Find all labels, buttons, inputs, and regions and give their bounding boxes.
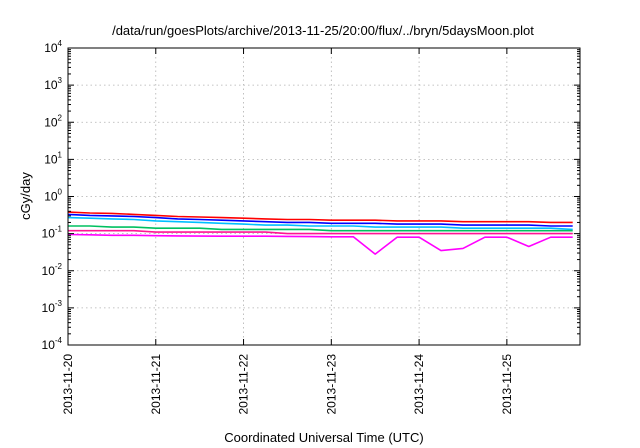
series-line-1 [67, 211, 573, 224]
y-tick-label: 104 [44, 39, 62, 55]
y-tick-label: 10-2 [42, 262, 63, 278]
series-line-3 [67, 216, 573, 231]
series-line-2 [67, 213, 573, 227]
x-tick-label: 2013-11-20 [61, 354, 75, 415]
y-tick-label: 10-1 [42, 225, 63, 241]
series-group [67, 211, 573, 255]
y-tick-labels: 104 103 102 101 100 10-1 10-2 10-3 10-4 [42, 39, 63, 352]
x-tick-labels: 2013-11-20 2013-11-21 2013-11-22 2013-11-23… [61, 354, 514, 415]
y-tick-label: 10-3 [42, 299, 63, 315]
series-line-6 [67, 233, 573, 255]
x-tick-label: 2013-11-23 [324, 354, 338, 415]
x-tick-label: 2013-11-24 [412, 354, 426, 415]
y-tick-label: 10-4 [42, 336, 63, 352]
axis-ticks [67, 47, 580, 346]
x-tick-label: 2013-11-22 [237, 354, 251, 415]
y-tick-label: 103 [44, 76, 62, 92]
series-line-4 [68, 225, 573, 232]
series-line-5 [68, 229, 573, 235]
x-tick-label: 2013-11-21 [149, 354, 163, 415]
y-tick-label: 100 [44, 188, 62, 204]
chart-title: /data/run/goesPlots/archive/2013-11-25/2… [112, 23, 534, 38]
y-tick-label: 102 [44, 113, 62, 129]
x-axis-label: Coordinated Universal Time (UTC) [224, 430, 423, 445]
x-tick-label: 2013-11-25 [500, 354, 514, 415]
grid-lines [68, 47, 580, 346]
y-tick-label: 101 [44, 150, 62, 166]
y-axis-label: cGy/day [18, 172, 33, 220]
